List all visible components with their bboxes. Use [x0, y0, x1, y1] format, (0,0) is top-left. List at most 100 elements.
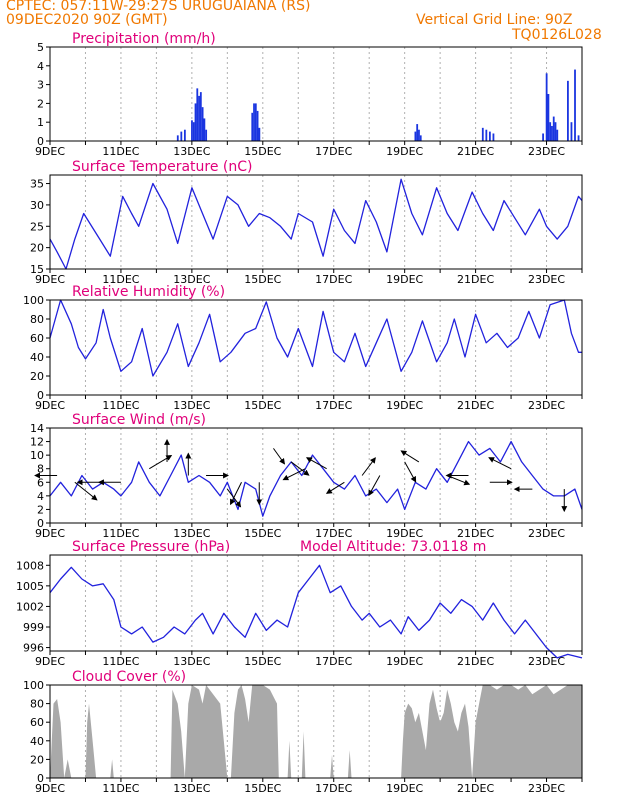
panel4-wind-arrow [404, 461, 417, 483]
panel4-ytick-label: 14 [30, 422, 44, 435]
panel4-wind-arrow [305, 457, 327, 470]
panel5-series-line [49, 564, 583, 659]
panel5-subtitle: Model Altitude: 73.0118 m [300, 539, 486, 555]
panel1-bar [199, 92, 202, 141]
panel4-xtick-label: 13DEC [173, 527, 210, 540]
panel1-bar [551, 125, 553, 141]
panel6-xtick-label: 15DEC [244, 782, 281, 795]
panel1-bar [542, 133, 544, 141]
panel1-xtick-label: 13DEC [173, 145, 210, 158]
panel2-ytick-label: 25 [30, 220, 44, 233]
panel3-ytick-label: 60 [30, 332, 44, 345]
header-grid-note: Vertical Grid Line: 90Z [416, 12, 573, 28]
panel5-ytick-label: 1008 [16, 559, 44, 572]
panel3-xtick-label: 17DEC [315, 399, 352, 412]
panel1-xtick-label: 23DEC [528, 145, 565, 158]
panel6-xtick-label: 23DEC [528, 782, 565, 795]
panel1-xtick-label: 11DEC [102, 145, 139, 158]
panel1-bar [253, 103, 255, 141]
panel6-xtick-label: 11DEC [102, 782, 139, 795]
panel4-wind-arrow [488, 457, 512, 470]
panel1-bar [481, 127, 484, 141]
panel4-wind-arrow [368, 475, 381, 497]
panel1-bar [419, 135, 422, 141]
panel1-bar [556, 129, 559, 141]
panel1-xtick-label: 21DEC [457, 145, 494, 158]
panel1-xtick-label: 19DEC [386, 145, 423, 158]
panel1-bar [574, 69, 576, 141]
panel4-ytick-label: 2 [37, 503, 44, 516]
panel1-bar [251, 112, 254, 141]
panel4-xtick-label: 11DEC [102, 527, 139, 540]
panel4-ytick-label: 0 [37, 517, 44, 530]
panel1-bar [570, 122, 573, 141]
panel1-title: Precipitation (mm/h) [72, 31, 216, 47]
panel4-xtick-label: 23DEC [528, 527, 565, 540]
panel1-ytick-label: 1 [37, 116, 44, 129]
panel6-title: Cloud Cover (%) [72, 669, 186, 685]
panel6-xtick-label: 9DEC [35, 782, 65, 795]
panel4-ytick-label: 8 [37, 463, 44, 476]
panel1-bar [183, 129, 186, 141]
panel2-xtick-label: 21DEC [457, 273, 494, 286]
panel2-xtick-label: 23DEC [528, 273, 565, 286]
panel1-bar [180, 131, 183, 141]
panel4-xtick-label: 15DEC [244, 527, 281, 540]
panel1-bar [198, 95, 200, 141]
panel6-ytick-label: 20 [30, 753, 44, 766]
panel1-bar [205, 129, 208, 141]
panel1-bar [549, 122, 552, 141]
panel3-ytick-label: 80 [30, 313, 44, 326]
panel3-xtick-label: 23DEC [528, 399, 565, 412]
panel2-series-line [49, 178, 583, 270]
panel5-xtick-label: 17DEC [315, 655, 352, 668]
panel5-ytick-label: 1005 [16, 580, 44, 593]
panel6-xtick-label: 21DEC [457, 782, 494, 795]
panel1-bar [201, 107, 204, 141]
panel6-ytick-label: 60 [30, 716, 44, 729]
panel4-xtick-label: 9DEC [35, 527, 65, 540]
panel4-xtick-label: 21DEC [457, 527, 494, 540]
panel1-bar [552, 116, 555, 141]
panel5-xtick-label: 23DEC [528, 655, 565, 668]
panel3-xtick-label: 21DEC [457, 399, 494, 412]
panel1-bar [492, 133, 495, 141]
header-station: CPTEC: 057:11W-29:27S URUGUAIANA (RS) [6, 0, 311, 14]
header-model-id: TQ0126L028 [512, 27, 602, 43]
panel5-ytick-label: 1002 [16, 600, 44, 613]
panel5-ytick-label: 999 [23, 621, 44, 634]
panel4-ytick-label: 4 [37, 490, 44, 503]
panel2-xtick-label: 19DEC [386, 273, 423, 286]
panel2-xtick-label: 15DEC [244, 273, 281, 286]
panel1-bar [254, 103, 257, 141]
panel1-bar [418, 129, 420, 141]
panel2-xtick-label: 17DEC [315, 273, 352, 286]
panel6-ytick-label: 40 [30, 735, 44, 748]
panel4-xtick-label: 17DEC [315, 527, 352, 540]
panel1-xtick-label: 17DEC [315, 145, 352, 158]
panel4-wind-arrow [290, 461, 310, 476]
panel5-xtick-label: 11DEC [102, 655, 139, 668]
panel1-bar [192, 122, 195, 141]
panel1-ytick-label: 4 [37, 60, 44, 73]
panel1-bar [194, 103, 197, 141]
panel5-ytick-label: 996 [23, 642, 44, 655]
panel1-bar [414, 131, 417, 141]
panel1-bar [256, 110, 259, 141]
panel1-ytick-label: 0 [37, 135, 44, 148]
header-date: 09DEC2020 90Z (GMT) [6, 12, 168, 28]
panel1-ytick-label: 2 [37, 97, 44, 110]
panel3-title: Relative Humidity (%) [72, 284, 225, 300]
panel4-frame [49, 427, 583, 524]
panel2-xtick-label: 11DEC [102, 273, 139, 286]
panel5-xtick-label: 13DEC [173, 655, 210, 668]
panel1-bar [176, 135, 179, 141]
panel4-wind-arrow [273, 448, 286, 465]
panel4-wind-arrow [149, 454, 173, 470]
panel1-bar [545, 73, 548, 141]
panel4-series-line [49, 440, 583, 517]
panel2-xtick-label: 9DEC [35, 273, 65, 286]
panel3-xtick-label: 13DEC [173, 399, 210, 412]
panel2-ytick-label: 30 [30, 199, 44, 212]
